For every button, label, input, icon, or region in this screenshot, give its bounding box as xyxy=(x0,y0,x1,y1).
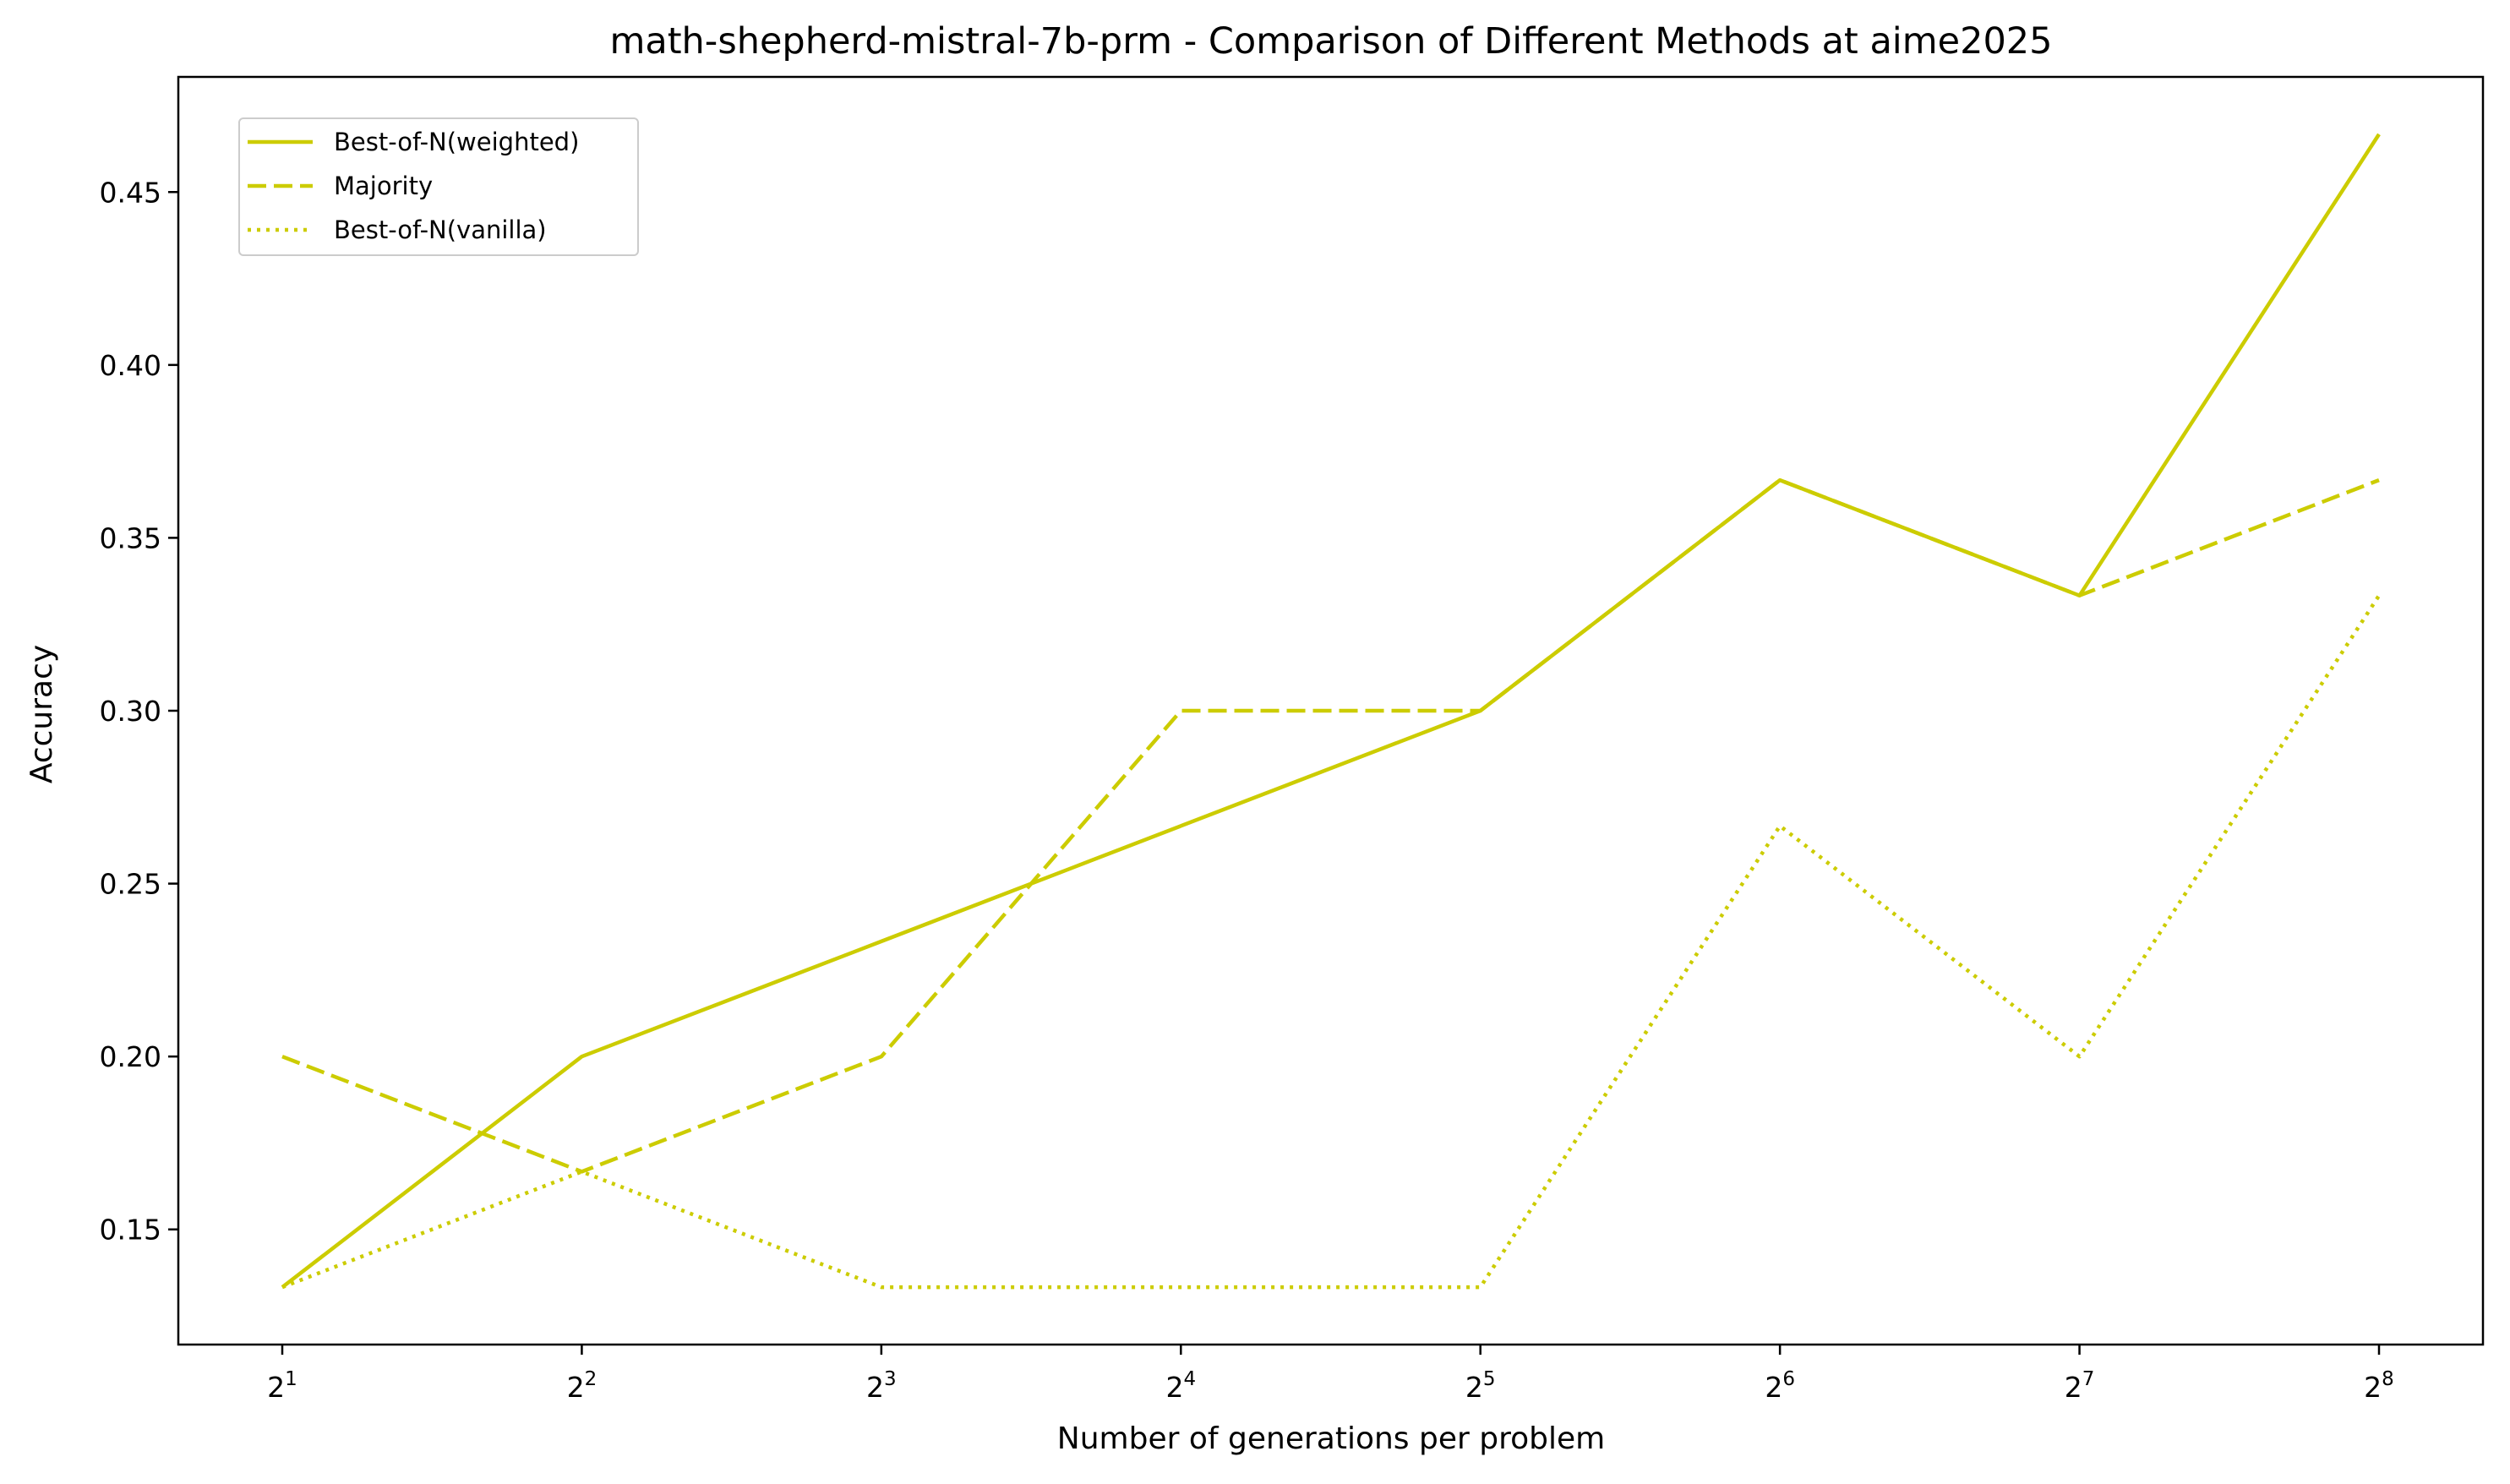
x-tick-exponent: 5 xyxy=(1483,1368,1496,1390)
x-tick-label: 26 xyxy=(1765,1368,1795,1404)
x-tick-label: 22 xyxy=(567,1368,597,1404)
x-tick-exponent: 8 xyxy=(2382,1368,2394,1390)
x-tick-label: 25 xyxy=(1465,1368,1496,1404)
legend-box xyxy=(238,117,639,256)
chart-title: math-shepherd-mistral-7b-prm - Compariso… xyxy=(609,20,2052,63)
y-axis-title: Accuracy xyxy=(25,645,59,783)
x-tick-base: 2 xyxy=(2364,1371,2382,1404)
x-tick-base: 2 xyxy=(1465,1371,1483,1404)
x-tick-exponent: 1 xyxy=(285,1368,297,1390)
y-tick-label: 0.40 xyxy=(100,349,161,382)
y-tick-label: 0.25 xyxy=(100,868,161,901)
y-tick-label: 0.30 xyxy=(100,695,161,728)
x-tick-base: 2 xyxy=(1165,1371,1183,1404)
x-tick-exponent: 6 xyxy=(1782,1368,1795,1390)
x-tick-base: 2 xyxy=(1765,1371,1782,1404)
legend-label: Majority xyxy=(334,172,433,200)
y-tick-label: 0.15 xyxy=(100,1214,161,1247)
plot-frame xyxy=(177,75,2485,1346)
series-lines xyxy=(281,133,2381,1290)
y-tick-label: 0.20 xyxy=(100,1040,161,1073)
x-tick-label: 27 xyxy=(2065,1368,2095,1404)
x-tick-base: 2 xyxy=(567,1371,585,1404)
y-tick-label: 0.35 xyxy=(100,521,161,554)
x-tick-label: 23 xyxy=(866,1368,897,1404)
x-tick-base: 2 xyxy=(267,1371,285,1404)
legend-label: Best-of-N(weighted) xyxy=(334,128,579,156)
x-tick-exponent: 2 xyxy=(585,1368,597,1390)
y-tick-label: 0.45 xyxy=(100,176,161,209)
x-axis-title: Number of generations per problem xyxy=(1057,1421,1605,1456)
x-tick-label: 24 xyxy=(1165,1368,1196,1404)
x-tick-exponent: 4 xyxy=(1183,1368,1196,1390)
legend: Best-of-N(weighted) Majority Best-of-N(van… xyxy=(238,117,639,256)
x-tick-exponent: 7 xyxy=(2082,1368,2095,1390)
x-tick-base: 2 xyxy=(866,1371,884,1404)
x-tick-exponent: 3 xyxy=(884,1368,897,1390)
legend-label: Best-of-N(vanilla) xyxy=(334,216,547,244)
x-tick-label: 21 xyxy=(267,1368,297,1404)
x-tick-base: 2 xyxy=(2065,1371,2082,1404)
x-tick-label: 28 xyxy=(2364,1368,2394,1404)
series-line-dotted xyxy=(281,594,2381,1290)
series-line-dashed xyxy=(281,477,2380,1174)
